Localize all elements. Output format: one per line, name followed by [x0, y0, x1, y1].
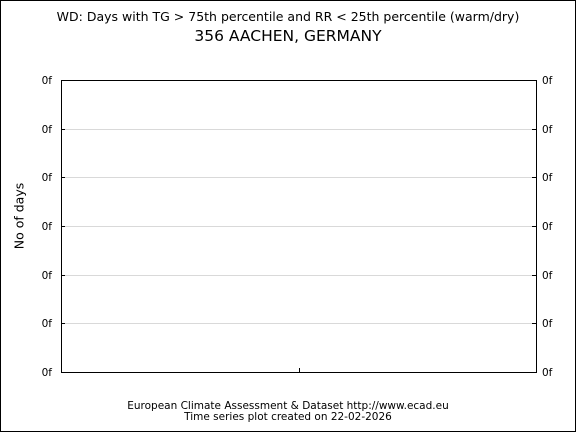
y-tick-label-right: 0f — [542, 221, 553, 233]
y-tick-label-left: 0f — [42, 367, 53, 379]
y-tick-label-right: 0f — [542, 172, 553, 184]
y-tick-label-right: 0f — [542, 124, 553, 136]
y-tick-label-left: 0f — [42, 172, 53, 184]
footer-created: Time series plot created on 22-02-2026 — [184, 411, 392, 423]
y-axis-label: No of days — [11, 182, 27, 250]
chart-title: WD: Days with TG > 75th percentile and R… — [56, 9, 520, 24]
y-tick-label-right: 0f — [542, 367, 553, 379]
y-tick-label-left: 0f — [42, 75, 53, 87]
y-tick-label-right: 0f — [542, 318, 553, 330]
y-tick-label-left: 0f — [42, 270, 53, 282]
y-tick-label-right: 0f — [542, 270, 553, 282]
y-tick-label-right: 0f — [542, 75, 553, 87]
y-tick-label-left: 0f — [42, 318, 53, 330]
y-tick-label-left: 0f — [42, 221, 53, 233]
chart-subtitle: 356 AACHEN, GERMANY — [194, 27, 382, 45]
footer-source: European Climate Assessment & Dataset ht… — [127, 400, 449, 412]
y-tick-label-left: 0f — [42, 124, 53, 136]
